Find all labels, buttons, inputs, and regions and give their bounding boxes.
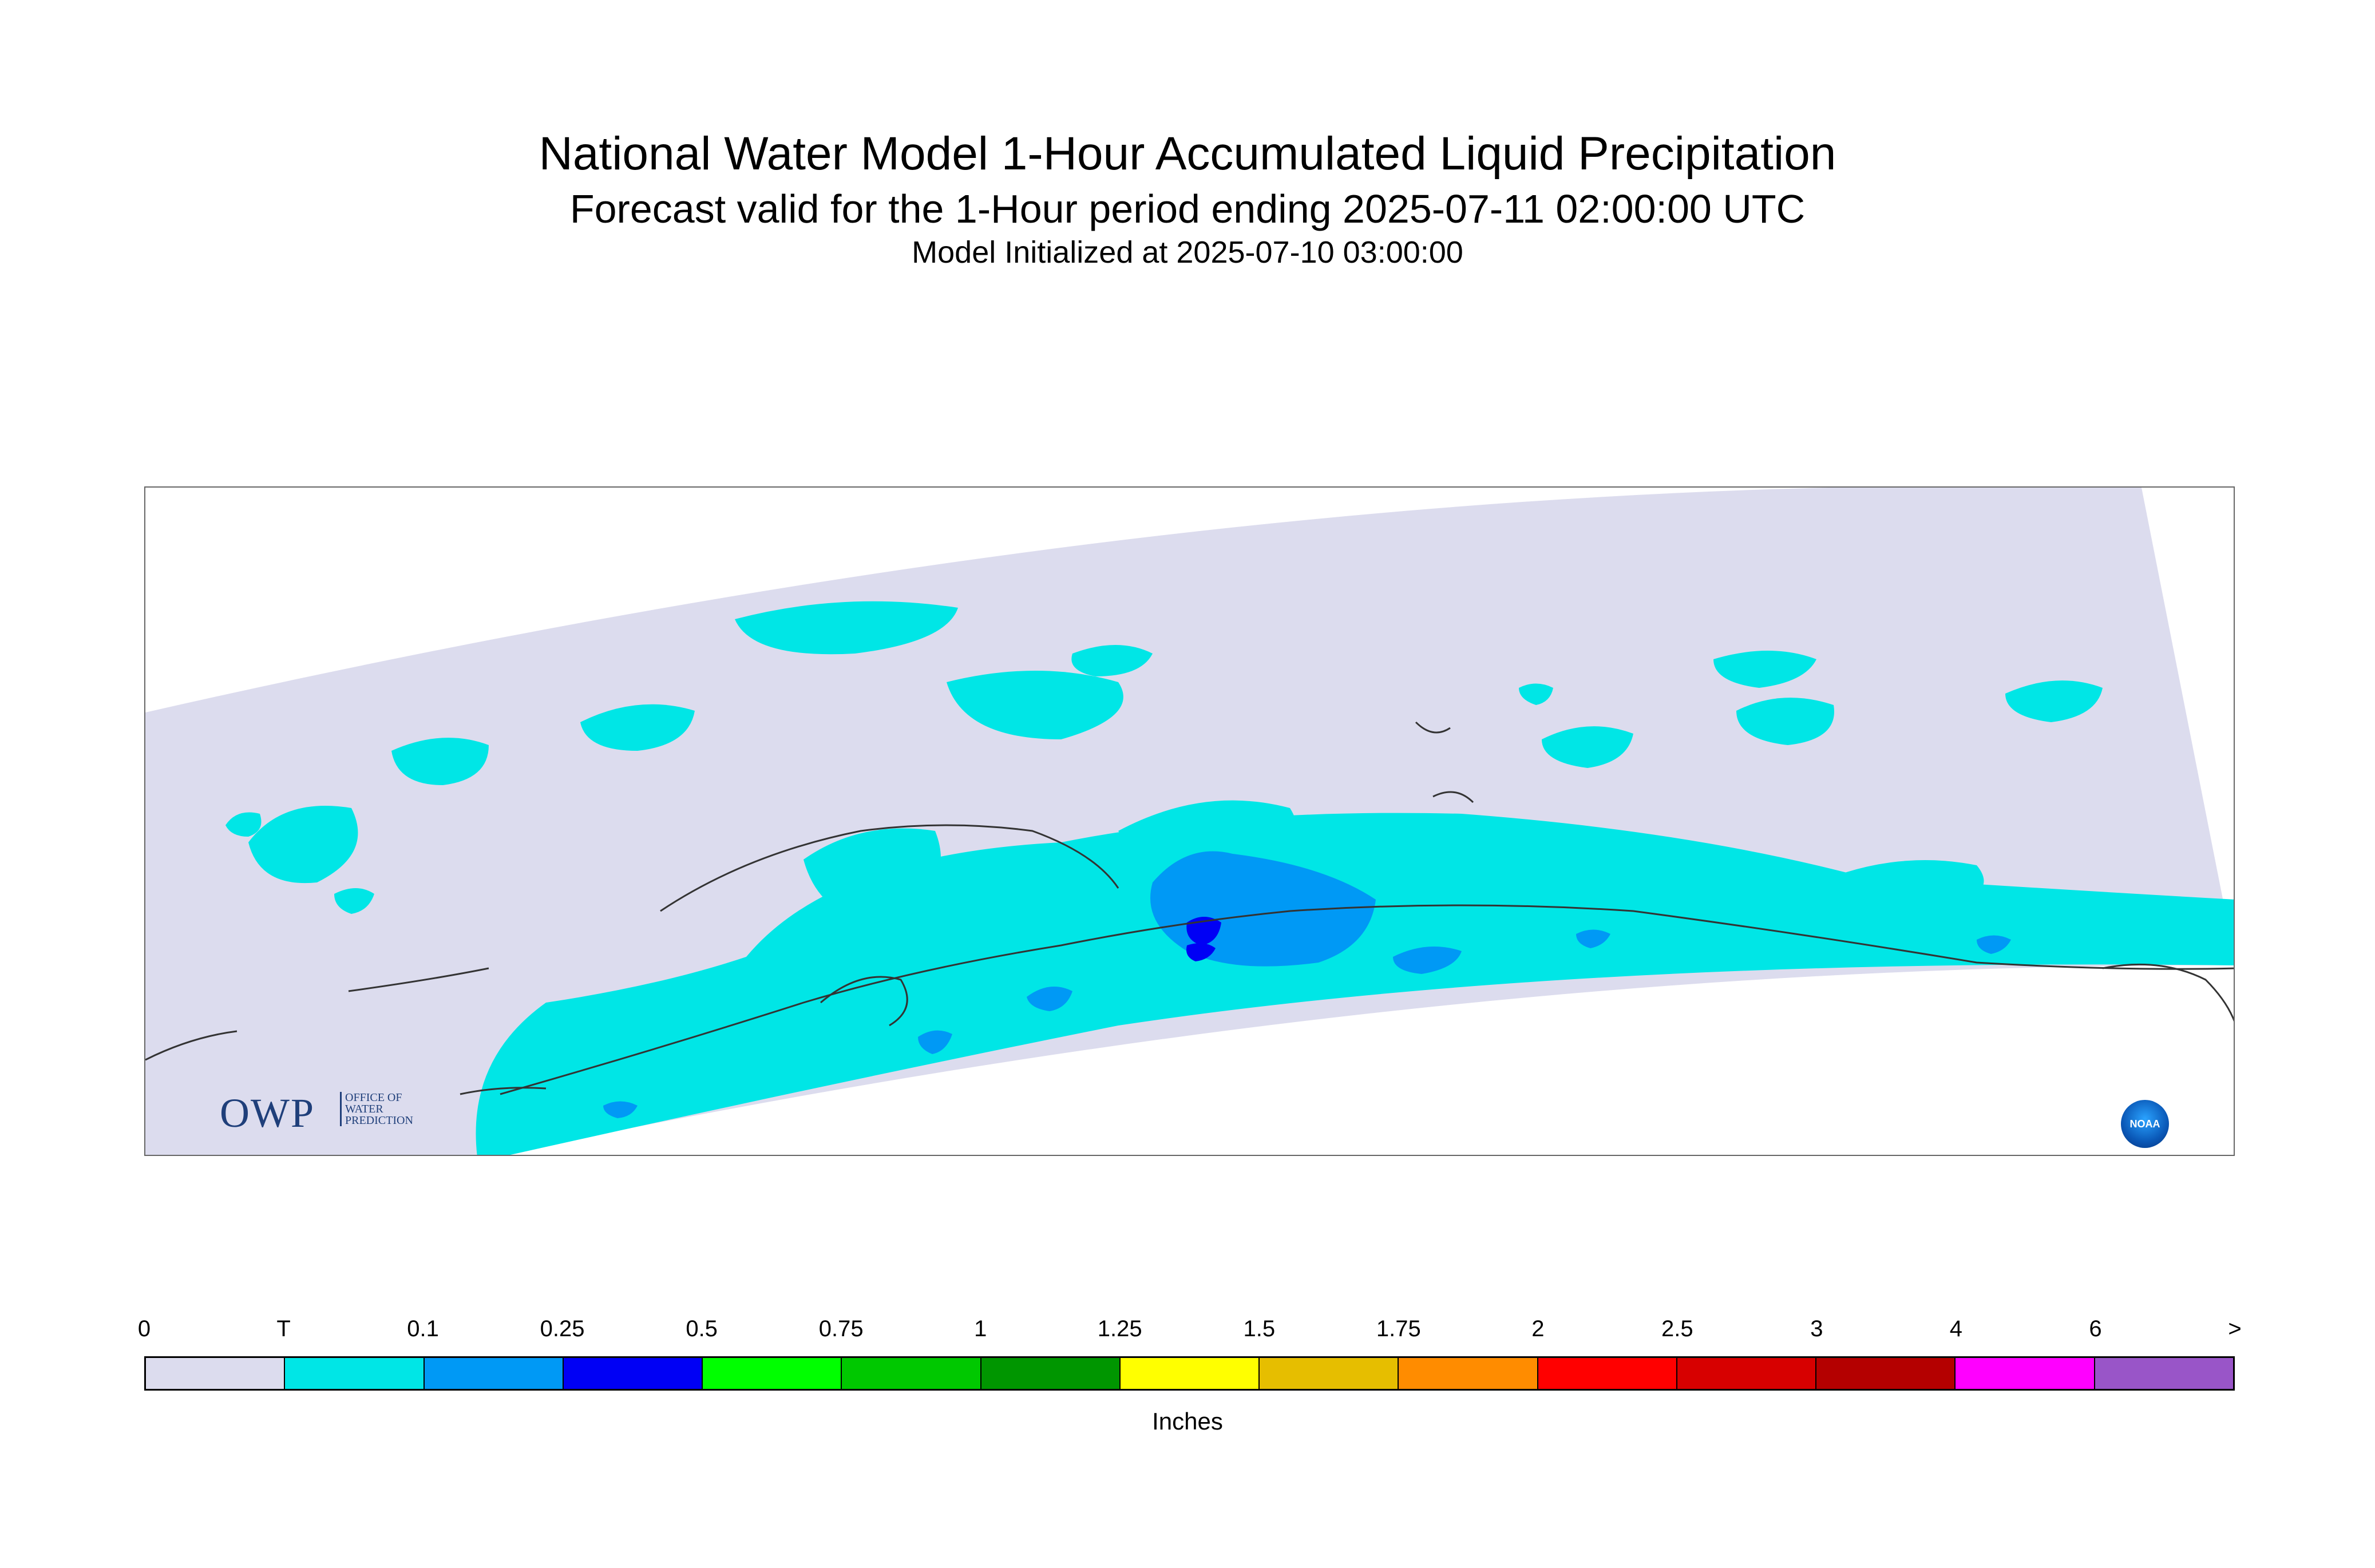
colorbar-tick-label: 2	[1531, 1316, 1545, 1341]
colorbar-tick-label: 0	[137, 1316, 151, 1341]
map-svg	[145, 488, 2234, 1155]
colorbar-swatch	[1399, 1358, 1538, 1389]
owp-logo-main: OWP	[220, 1090, 315, 1136]
colorbar-tick-label: >	[2228, 1316, 2242, 1341]
colorbar-swatch	[981, 1358, 1121, 1389]
owp-logo-text: OFFICE OF WATER PREDICTION	[340, 1092, 413, 1126]
colorbar-tick-label: 1.25	[1097, 1316, 1142, 1341]
colorbar-units: Inches	[1152, 1408, 1223, 1435]
colorbar-swatch	[703, 1358, 842, 1389]
colorbar-tick-label: 1.75	[1376, 1316, 1421, 1341]
owp-logo-line2: WATER	[345, 1103, 383, 1115]
colorbar-swatch	[146, 1358, 286, 1389]
colorbar-swatch	[2095, 1358, 2233, 1389]
colorbar-swatch	[285, 1358, 425, 1389]
colorbar-tick-label: 0.75	[818, 1316, 864, 1341]
colorbar	[144, 1356, 2235, 1391]
colorbar-tick-label: 4	[1949, 1316, 1963, 1341]
map-title: National Water Model 1-Hour Accumulated …	[539, 128, 1836, 180]
owp-logo-line3: PREDICTION	[345, 1114, 413, 1127]
noaa-logo: NOAA	[2121, 1100, 2169, 1148]
colorbar-swatch	[1260, 1358, 1399, 1389]
colorbar-tick-label: 0.5	[686, 1316, 718, 1341]
colorbar-swatch	[563, 1358, 703, 1389]
colorbar-swatch	[842, 1358, 981, 1389]
colorbar-swatch	[1816, 1358, 1956, 1389]
colorbar-tick-label: 1	[974, 1316, 987, 1341]
coastlines	[145, 721, 2234, 1095]
colorbar-tick-label: 6	[2089, 1316, 2102, 1341]
colorbar-swatch	[1120, 1358, 1260, 1389]
colorbar-tick-label: T	[276, 1316, 291, 1341]
colorbar-swatch	[424, 1358, 564, 1389]
colorbar-tick-label: 0.1	[407, 1316, 439, 1341]
trace-precip-areas	[225, 601, 2234, 1155]
colorbar-swatch	[1677, 1358, 1817, 1389]
map-subtitle: Forecast valid for the 1-Hour period end…	[569, 187, 1806, 231]
owp-logo: OWP OFFICE OF WATER PREDICTION	[220, 1090, 413, 1137]
model-init-time: Model Initialized at 2025-07-10 03:00:00	[912, 235, 1463, 270]
owp-logo-line1: OFFICE OF	[345, 1091, 402, 1104]
moderate-precip-areas	[1186, 917, 1221, 961]
light-precip-areas	[603, 851, 2011, 1118]
colorbar-tick-label: 0.25	[540, 1316, 585, 1341]
precipitation-map: OWP OFFICE OF WATER PREDICTION NOAA	[144, 486, 2235, 1156]
colorbar-swatch	[1538, 1358, 1677, 1389]
colorbar-tick-label: 1.5	[1243, 1316, 1276, 1341]
colorbar-tick-label: 2.5	[1661, 1316, 1693, 1341]
colorbar-swatch	[1956, 1358, 2095, 1389]
colorbar-tick-label: 3	[1810, 1316, 1823, 1341]
